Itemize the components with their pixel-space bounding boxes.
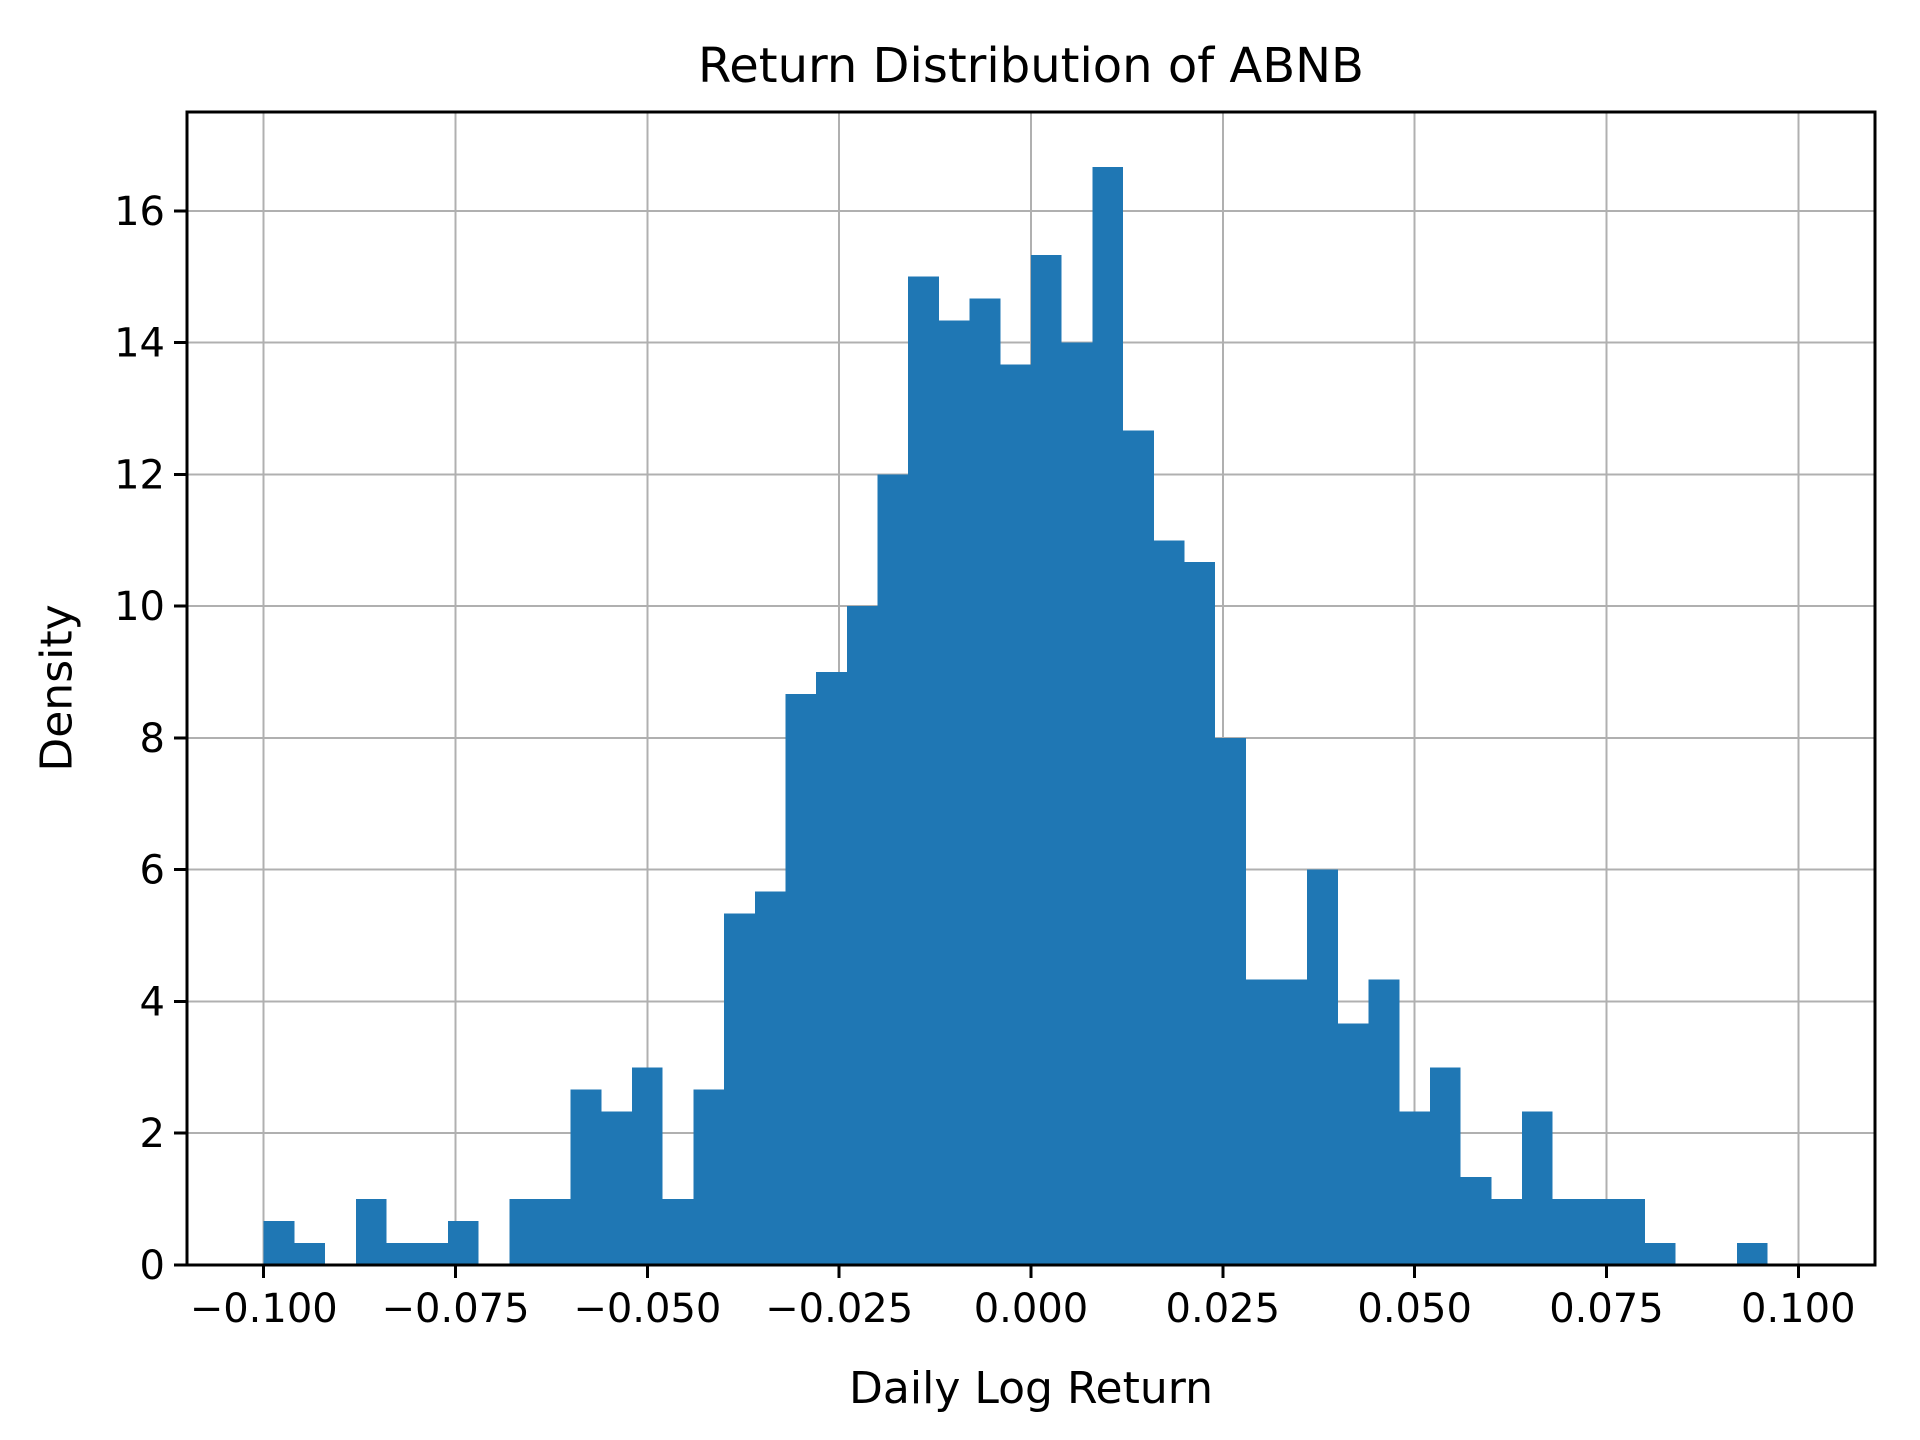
- x-tick-label: 0.050: [1357, 1286, 1472, 1332]
- histogram-bar: [1460, 1177, 1492, 1265]
- histogram-bars: [263, 166, 1768, 1266]
- histogram-bar: [846, 606, 878, 1265]
- y-tick-label: 14: [114, 321, 165, 367]
- y-axis-title: Density: [31, 604, 83, 772]
- histogram-bar: [1276, 979, 1308, 1265]
- tick-labels: −0.100 −0.075 −0.050 −0.025 0.000 0.025 0.050 0…: [114, 189, 1855, 1332]
- histogram-bar: [447, 1221, 479, 1265]
- x-tick-label: −0.025: [765, 1286, 913, 1332]
- histogram-bar: [1061, 342, 1093, 1266]
- histogram-bar: [386, 1243, 418, 1265]
- histogram-bar: [294, 1243, 326, 1265]
- x-tick-label: 0.000: [974, 1286, 1089, 1332]
- histogram-bar: [1000, 364, 1031, 1266]
- histogram-bar: [1153, 540, 1185, 1265]
- x-axis-title: Daily Log Return: [849, 1363, 1213, 1414]
- histogram-bar: [908, 276, 939, 1265]
- y-tick-label: 6: [140, 848, 165, 894]
- histogram-bar: [785, 693, 817, 1265]
- histogram-bar: [1491, 1199, 1523, 1265]
- y-tick-label: 0: [140, 1243, 165, 1289]
- y-tick-label: 16: [114, 189, 165, 235]
- histogram-bar: [1552, 1199, 1584, 1265]
- histogram-bar: [1736, 1243, 1768, 1265]
- histogram-bar: [1399, 1111, 1430, 1265]
- y-tick-label: 10: [114, 584, 165, 630]
- histogram-bar: [662, 1199, 694, 1265]
- histogram-bar: [417, 1243, 448, 1265]
- x-tick-label: 0.075: [1549, 1286, 1664, 1332]
- histogram-bar: [754, 891, 786, 1265]
- histogram-bar: [539, 1199, 571, 1265]
- tick-marks: [174, 209, 1800, 1278]
- histogram-bar: [1644, 1243, 1676, 1265]
- histogram-bar: [816, 672, 847, 1265]
- histogram-bar: [1245, 979, 1277, 1265]
- histogram-bar: [724, 913, 755, 1265]
- x-tick-label: −0.075: [382, 1286, 530, 1332]
- histogram-bar: [570, 1089, 602, 1265]
- histogram-bar: [263, 1221, 295, 1265]
- x-tick-label: 0.025: [1166, 1286, 1281, 1332]
- histogram-bar: [1123, 430, 1154, 1265]
- histogram-bar: [877, 474, 909, 1265]
- histogram-bar: [1337, 1023, 1369, 1265]
- histogram-bar: [1092, 166, 1124, 1265]
- histogram-bar: [1614, 1199, 1645, 1265]
- histogram-bar: [1031, 254, 1062, 1265]
- histogram-bar: [509, 1199, 540, 1265]
- histogram-bar: [355, 1199, 387, 1265]
- histogram-bar: [1307, 869, 1338, 1265]
- histogram-bar: [601, 1111, 633, 1265]
- histogram-bar: [938, 320, 970, 1266]
- chart-title: Return Distribution of ABNB: [698, 38, 1364, 94]
- x-tick-label: −0.100: [190, 1286, 338, 1332]
- histogram-bar: [1368, 979, 1400, 1265]
- x-tick-label: 0.100: [1741, 1286, 1856, 1332]
- histogram-bar: [1583, 1199, 1615, 1265]
- histogram-bar: [1429, 1067, 1461, 1265]
- y-tick-label: 12: [114, 452, 165, 498]
- histogram-bar: [632, 1067, 663, 1265]
- x-tick-label: −0.050: [573, 1286, 721, 1332]
- histogram-bar: [969, 298, 1001, 1266]
- histogram-bar: [1215, 737, 1246, 1265]
- histogram-bar: [1522, 1111, 1553, 1265]
- histogram-bar: [693, 1089, 725, 1265]
- y-tick-label: 4: [140, 979, 165, 1025]
- histogram-bar: [1184, 562, 1216, 1265]
- y-tick-label: 8: [140, 716, 165, 762]
- y-tick-label: 2: [140, 1111, 165, 1157]
